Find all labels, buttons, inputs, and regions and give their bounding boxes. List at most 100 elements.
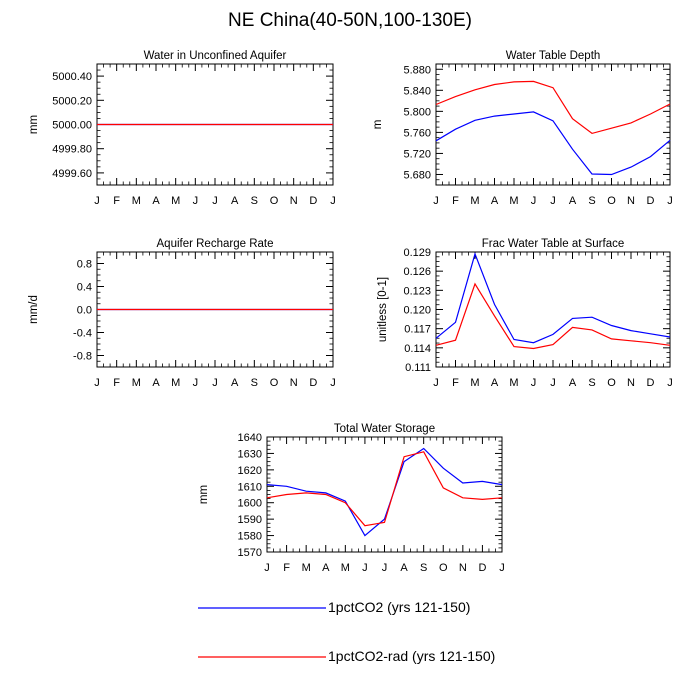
x-tick-label: O	[270, 195, 279, 207]
x-tick-label: D	[647, 195, 655, 207]
x-tick-label: F	[113, 377, 120, 389]
x-tick-label: O	[439, 562, 448, 574]
x-tick-label: J	[550, 377, 556, 389]
x-tick-label: A	[491, 195, 499, 207]
x-tick-label: D	[309, 377, 317, 389]
y-tick-label: 5000.40	[52, 71, 92, 83]
y-tick-label: 1610	[238, 481, 262, 493]
y-tick-label: 5.720	[403, 148, 431, 160]
x-tick-label: J	[330, 195, 336, 207]
x-tick-label: J	[193, 195, 199, 207]
y-tick-label: 5.800	[403, 106, 431, 118]
y-tick-label: 5.880	[403, 64, 431, 76]
y-tick-label: -0.8	[73, 351, 92, 363]
x-tick-label: J	[433, 377, 439, 389]
x-tick-label: J	[667, 377, 673, 389]
x-tick-label: M	[470, 195, 479, 207]
x-tick-label: N	[627, 195, 635, 207]
x-tick-label: A	[152, 195, 160, 207]
y-tick-label: 1630	[238, 448, 262, 460]
y-tick-label: 1620	[238, 465, 262, 477]
y-tick-label: -0.4	[73, 328, 92, 340]
y-tick-label: 0.114	[404, 343, 431, 355]
x-tick-label: J	[433, 195, 439, 207]
x-tick-label: S	[251, 377, 258, 389]
chart-title: Water in Unconfined Aquifer	[144, 50, 287, 62]
x-tick-label: A	[322, 562, 330, 574]
x-tick-label: D	[309, 195, 317, 207]
x-tick-label: J	[531, 377, 537, 389]
page-title: NE China(40-50N,100-130E)	[228, 10, 472, 31]
x-tick-label: M	[171, 377, 180, 389]
y-tick-label: 1570	[238, 547, 262, 559]
x-tick-label: N	[627, 377, 635, 389]
plot-frame	[266, 436, 503, 553]
series-line-1	[266, 451, 503, 527]
y-tick-label: 0.120	[403, 305, 431, 317]
series-line-1	[435, 80, 671, 135]
x-tick-label: F	[113, 195, 120, 207]
x-tick-label: M	[509, 195, 518, 207]
x-tick-label: F	[283, 562, 290, 574]
y-tick-label: 1580	[238, 531, 262, 543]
x-tick-label: F	[452, 195, 459, 207]
x-tick-label: M	[470, 377, 479, 389]
x-tick-label: D	[647, 377, 655, 389]
x-tick-label: J	[382, 562, 388, 574]
chart-title: Water Table Depth	[506, 50, 601, 62]
y-tick-label: 0.117	[404, 324, 431, 336]
x-tick-label: M	[132, 195, 141, 207]
x-tick-label: O	[270, 377, 279, 389]
x-tick-label: N	[290, 377, 298, 389]
y-axis-label: mm/d	[28, 295, 40, 324]
y-tick-label: 5000.20	[52, 95, 92, 107]
x-tick-label: A	[231, 195, 239, 207]
x-tick-label: A	[569, 195, 577, 207]
x-tick-label: A	[569, 377, 577, 389]
y-tick-label: 0.129	[403, 247, 431, 259]
x-tick-label: J	[531, 195, 537, 207]
y-axis-label: m	[372, 120, 384, 130]
x-tick-label: O	[607, 195, 616, 207]
x-tick-label: S	[420, 562, 427, 574]
x-tick-label: O	[607, 377, 616, 389]
x-tick-label: M	[132, 377, 141, 389]
x-tick-label: J	[667, 195, 673, 207]
x-tick-label: J	[499, 562, 505, 574]
y-tick-label: 0.126	[403, 266, 431, 278]
x-tick-label: J	[362, 562, 368, 574]
y-axis-label: mm	[198, 485, 210, 504]
y-tick-label: 5.680	[403, 169, 431, 181]
x-tick-label: N	[290, 195, 298, 207]
y-tick-label: 1640	[238, 432, 262, 444]
x-tick-label: A	[231, 377, 239, 389]
x-tick-label: A	[400, 562, 408, 574]
y-tick-label: 0.111	[405, 362, 431, 374]
legend-label-1pctco2: 1pctCO2 (yrs 121-150)	[328, 599, 471, 615]
plot-frame	[435, 63, 671, 186]
chart-title: Total Water Storage	[334, 423, 435, 435]
x-tick-label: N	[459, 562, 467, 574]
legend-line-1pctco2-rad	[198, 656, 326, 658]
x-tick-label: S	[588, 377, 595, 389]
x-tick-label: S	[251, 195, 258, 207]
y-tick-label: 0.0	[77, 305, 92, 317]
series-line-0	[435, 252, 671, 344]
y-tick-label: 0.8	[77, 259, 92, 271]
y-tick-label: 5.840	[403, 85, 431, 97]
x-tick-label: M	[171, 195, 180, 207]
series-line-1	[435, 282, 671, 350]
x-tick-label: J	[330, 377, 336, 389]
series-line-0	[266, 447, 503, 537]
x-tick-label: M	[509, 377, 518, 389]
y-tick-label: 4999.60	[52, 168, 92, 180]
y-tick-label: 4999.80	[52, 144, 92, 156]
y-tick-label: 0.4	[77, 282, 92, 294]
y-tick-label: 5000.00	[52, 120, 92, 132]
x-tick-label: M	[302, 562, 311, 574]
x-tick-label: M	[341, 562, 350, 574]
